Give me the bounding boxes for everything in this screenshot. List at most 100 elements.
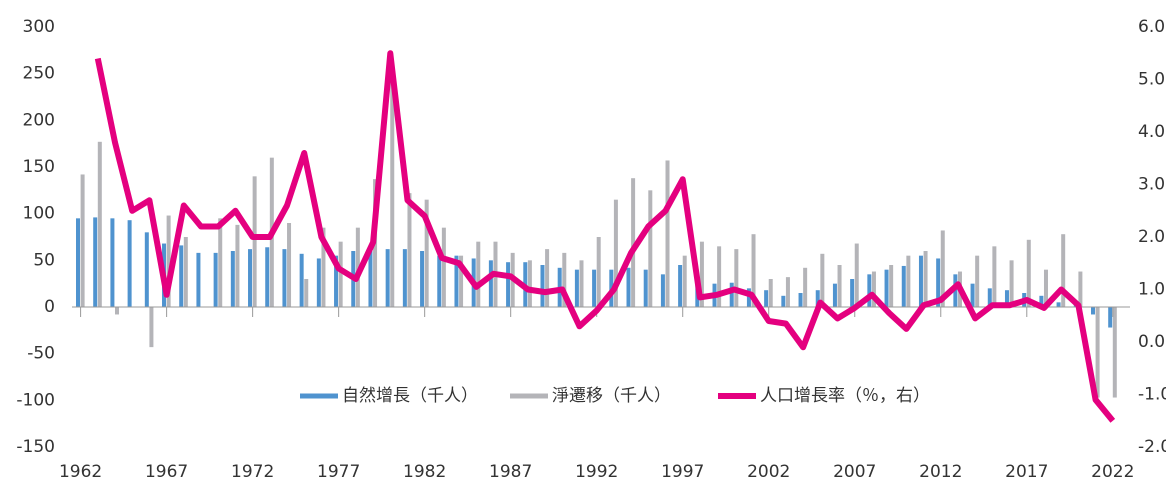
bar [940,230,945,307]
bar [183,237,188,307]
x-tick-label: 1982 [403,462,446,482]
bar [252,176,257,307]
bar [832,283,837,307]
bar [1026,239,1031,307]
bar [854,243,859,307]
legend-label: 淨遷移（千人） [552,386,671,406]
bar [660,274,665,307]
bar [127,220,132,307]
bar [196,252,201,307]
bar [1078,271,1083,307]
y-tick-label: 100 [23,204,55,224]
bar [579,260,584,307]
bar [420,251,425,307]
bar [282,249,287,307]
x-tick-label: 1997 [661,462,704,482]
bar [613,199,618,307]
bar [1061,234,1066,307]
bar [545,249,550,307]
y-tick-label: 200 [23,110,55,130]
bar [355,227,360,307]
y-tick-label: -50 [27,344,55,364]
y2-tick-label: -1.0 [1138,385,1166,405]
bar [506,262,511,307]
bar [643,269,648,307]
bar [441,227,446,307]
bar [562,252,567,307]
bar [166,215,171,307]
bar [1095,307,1100,398]
bar [884,269,889,307]
bar [729,282,734,307]
bar [1004,290,1009,307]
bar [144,232,149,307]
bar [936,258,941,307]
x-tick-label: 1972 [231,462,274,482]
bar [110,218,115,307]
bar [987,288,992,307]
bar [837,265,842,307]
bar [385,249,390,307]
bar [631,178,636,307]
bar [665,160,670,307]
bar [867,274,872,307]
x-tick-label: 1967 [145,462,188,482]
legend-label: 自然增長（千人） [342,386,478,406]
bar [889,265,894,307]
bar [764,290,769,307]
bar [815,290,820,307]
line [94,50,1116,423]
x-tick-label: 2007 [833,462,876,482]
x-tick-label: 1977 [317,462,360,482]
y-tick-label: -100 [16,390,55,410]
bar [304,279,309,307]
y-tick-label: 50 [33,250,55,270]
bar [338,241,343,307]
bar [850,279,855,307]
bar [321,227,326,307]
bar [592,269,597,307]
y2-tick-label: 2.0 [1138,227,1165,247]
y2-tick-label: -2.0 [1138,437,1166,457]
bar [1090,307,1095,315]
bar [746,288,751,307]
bar [248,249,253,307]
x-tick-label: 1992 [575,462,618,482]
x-tick-label: 2017 [1005,462,1048,482]
bar [76,218,81,307]
bar [424,199,429,307]
bar [682,255,687,307]
bar [626,267,631,307]
x-tick-label: 2002 [747,462,790,482]
bar [781,295,786,307]
bar [918,255,923,307]
bar [820,253,825,307]
bar [218,218,223,307]
bar [798,293,803,307]
bar [235,224,240,307]
bar [1056,302,1061,307]
bar [179,245,184,307]
x-tick-label: 1987 [489,462,532,482]
bar [97,141,102,307]
y-tick-label: -150 [16,437,55,457]
bar [230,251,235,307]
bar [975,255,980,307]
bar [699,241,704,307]
bar [476,241,481,307]
bar [213,252,218,307]
y2-tick-label: 4.0 [1138,122,1165,142]
x-tick-label: 2022 [1091,462,1134,482]
bar [768,279,773,307]
bar [1009,260,1014,307]
bar [299,253,304,307]
bar [678,265,683,307]
bar [316,258,321,307]
bar [488,260,493,307]
bar [527,260,532,307]
bar [540,265,545,307]
bar [390,71,395,307]
bar [970,283,975,307]
bar [93,217,98,307]
y2-tick-label: 6.0 [1138,17,1165,37]
